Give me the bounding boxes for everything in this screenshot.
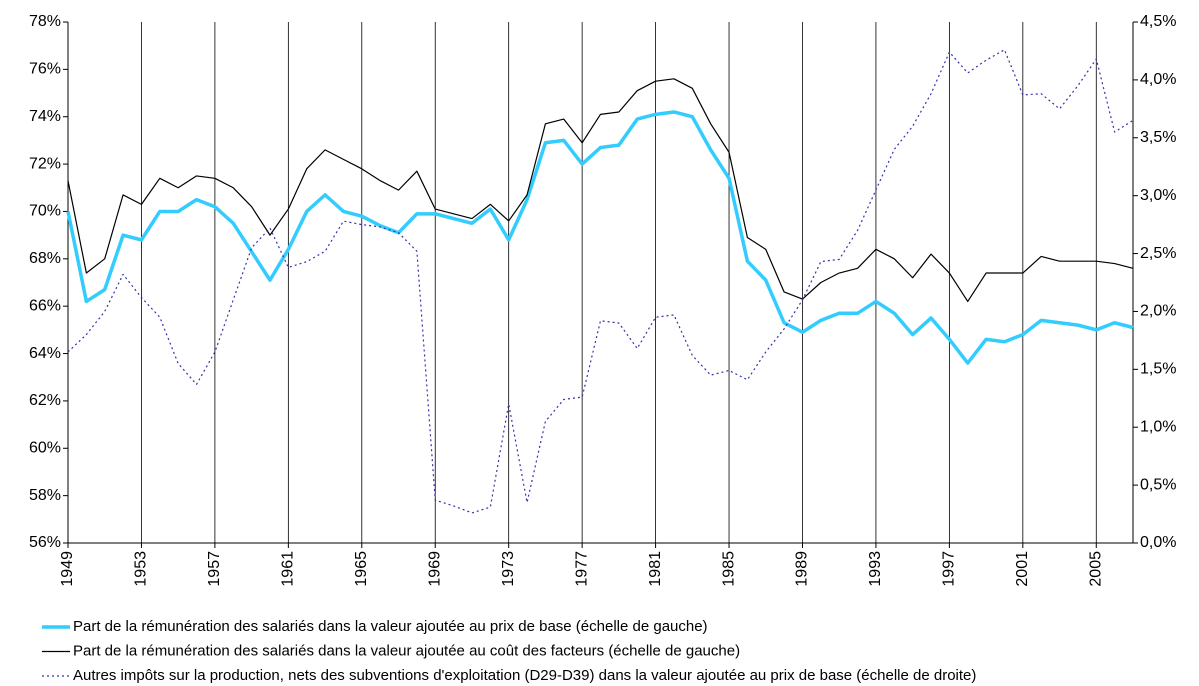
y-tick-label: 58%: [29, 487, 61, 504]
legend-text: Autres impôts sur la production, nets de…: [73, 667, 976, 684]
series-line: [67, 49, 1134, 514]
x-tick-label: 1957: [206, 551, 223, 587]
y-tick-label: 78%: [29, 13, 61, 30]
x-tick-label: 1969: [426, 551, 443, 587]
x-tick-label: 1977: [573, 551, 590, 587]
x-tick-label: 1961: [280, 551, 297, 587]
y2-tick-label: 1,0%: [1140, 418, 1176, 435]
y-tick-label: 68%: [29, 250, 61, 267]
y-tick-label: 66%: [29, 297, 61, 314]
x-tick-label: 1981: [647, 551, 664, 587]
x-tick-label: 1953: [133, 551, 150, 587]
y2-tick-label: 4,0%: [1140, 71, 1176, 88]
y-tick-label: 74%: [29, 108, 61, 125]
y-tick-label: 60%: [29, 439, 61, 456]
y2-tick-label: 2,5%: [1140, 245, 1176, 262]
legend-text: Part de la rémunération des salariés dan…: [73, 618, 708, 635]
legend-text: Part de la rémunération des salariés dan…: [73, 642, 740, 659]
series-line: [66, 110, 1134, 365]
x-tick-label: 1973: [500, 551, 517, 587]
y-tick-label: 56%: [29, 534, 61, 551]
y2-tick-label: 4,5%: [1140, 13, 1176, 30]
y2-tick-label: 0,5%: [1140, 476, 1176, 493]
y-tick-label: 62%: [29, 392, 61, 409]
y2-tick-label: 3,0%: [1140, 187, 1176, 204]
y-tick-label: 72%: [29, 155, 61, 172]
x-tick-label: 1993: [867, 551, 884, 587]
x-tick-label: 2001: [1014, 551, 1031, 587]
x-tick-label: 2005: [1087, 551, 1104, 587]
x-tick-label: 1985: [720, 551, 737, 587]
x-tick-label: 1989: [794, 551, 811, 587]
series-line: [67, 78, 1134, 303]
x-tick-label: 1997: [941, 551, 958, 587]
y-tick-label: 76%: [29, 61, 61, 78]
x-tick-label: 1949: [59, 551, 76, 587]
y2-tick-label: 3,5%: [1140, 129, 1176, 146]
y2-tick-label: 0,0%: [1140, 534, 1176, 551]
y2-tick-label: 1,5%: [1140, 361, 1176, 378]
y2-tick-label: 2,0%: [1140, 303, 1176, 320]
y-tick-label: 64%: [29, 345, 61, 362]
y-tick-label: 70%: [29, 203, 61, 220]
x-tick-label: 1965: [353, 551, 370, 587]
